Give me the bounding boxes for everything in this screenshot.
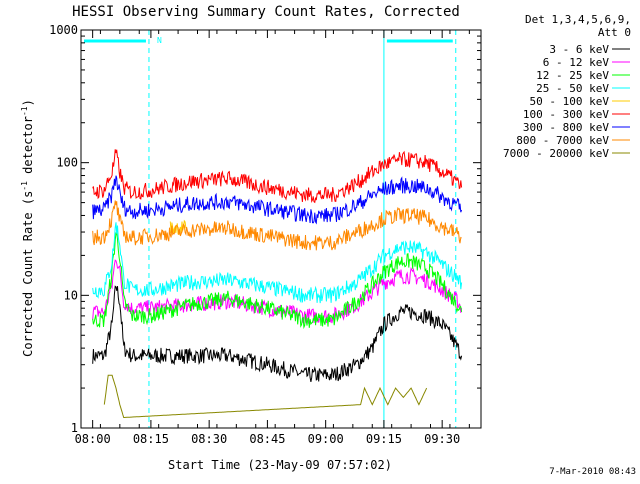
chart-title: HESSI Observing Summary Count Rates, Cor… (72, 4, 460, 20)
series-line-2 (92, 232, 463, 330)
legend-label-6: 300 - 800 keV (523, 121, 609, 134)
y-label-base: Corrected Count Rate (s (21, 191, 35, 357)
x-tick-label-6: 09:30 (424, 432, 460, 446)
marker-n-label: N (157, 36, 162, 45)
x-tick-label-4: 09:00 (308, 432, 344, 446)
series-layer (92, 149, 463, 418)
legend-label-4: 50 - 100 keV (530, 95, 610, 108)
series-line-7 (92, 200, 462, 251)
y-axis-label: Corrected Count Rate (s-1 detector-1) (20, 99, 35, 357)
y-tick-label-1: 10 (64, 288, 78, 302)
x-tick-label-3: 08:45 (249, 432, 285, 446)
footer-date: 7-Mar-2010 08:43 (549, 467, 636, 477)
y-label-mid: detector (21, 116, 35, 181)
x-tick-label-5: 09:15 (366, 432, 402, 446)
legend-label-2: 12 - 25 keV (536, 69, 609, 82)
plot-frame (80, 29, 482, 429)
series-line-5 (92, 149, 463, 204)
series-line-3 (92, 222, 463, 304)
legend-label-0: 3 - 6 keV (549, 43, 609, 56)
axes-layer: 1 10 100 1000 08:00 08:15 08:30 08:45 09:00 09:15… (49, 23, 482, 446)
y-label-end: ) (21, 99, 35, 106)
legend-label-7: 800 - 7000 keV (516, 134, 609, 147)
legend-label-1: 6 - 12 keV (543, 56, 610, 69)
series-line-6 (92, 175, 463, 225)
y-tick-label-3: 1000 (49, 23, 78, 37)
series-line-8 (103, 374, 428, 418)
legend-label-8: 7000 - 20000 keV (503, 147, 609, 160)
y-tick-label-0: 1 (71, 421, 78, 435)
series-line-4 (169, 219, 187, 235)
x-tick-label-1: 08:15 (133, 432, 169, 446)
legend-label-3: 25 - 50 keV (536, 82, 609, 95)
legend-header-line-1: Det 1,3,4,5,6,9, (525, 13, 631, 26)
series-line-0 (92, 285, 463, 382)
legend-header-line-2: Att 0 (598, 26, 631, 39)
annotation-layer: N (80, 30, 457, 428)
y-label-sup2: -1 (20, 106, 29, 116)
legend-label-5: 100 - 300 keV (523, 108, 609, 121)
x-axis-label: Start Time (23-May-09 07:57:02) (168, 458, 392, 472)
x-tick-label-0: 08:00 (75, 432, 111, 446)
y-tick-label-2: 100 (56, 156, 78, 170)
y-label-sup1: -1 (20, 181, 29, 191)
x-tick-label-2: 08:30 (191, 432, 227, 446)
